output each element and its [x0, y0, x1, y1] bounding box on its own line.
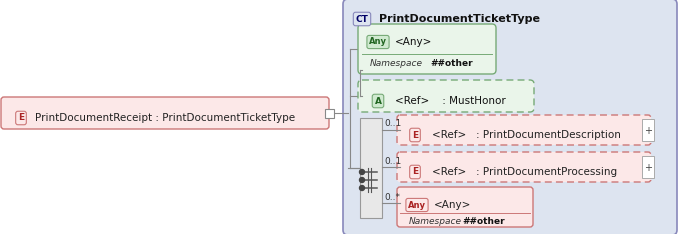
Text: CT: CT — [355, 15, 368, 23]
Text: <Ref>   : PrintDocumentDescription: <Ref> : PrintDocumentDescription — [432, 130, 621, 140]
Text: E: E — [412, 168, 418, 176]
Text: ##other: ##other — [462, 216, 504, 226]
Text: <Ref>    : MustHonor: <Ref> : MustHonor — [395, 96, 506, 106]
Circle shape — [359, 169, 365, 175]
Text: Namespace: Namespace — [370, 58, 423, 67]
Bar — [642, 156, 654, 178]
Circle shape — [359, 186, 365, 190]
Text: PrintDocumentTicketType: PrintDocumentTicketType — [379, 14, 540, 24]
Text: E: E — [412, 131, 418, 139]
Bar — [325, 109, 334, 117]
Text: Any: Any — [408, 201, 426, 209]
FancyBboxPatch shape — [1, 97, 329, 129]
Text: PrintDocumentReceipt : PrintDocumentTicketType: PrintDocumentReceipt : PrintDocumentTick… — [35, 113, 295, 123]
Text: ##other: ##other — [430, 58, 473, 67]
Bar — [360, 118, 382, 218]
Circle shape — [359, 178, 365, 183]
Text: <Any>: <Any> — [434, 200, 471, 210]
Text: E: E — [18, 113, 24, 123]
FancyBboxPatch shape — [343, 0, 677, 234]
Bar — [642, 119, 654, 141]
FancyBboxPatch shape — [358, 80, 534, 112]
Text: +: + — [644, 163, 652, 173]
Text: Any: Any — [369, 37, 387, 47]
Text: Namespace: Namespace — [409, 216, 462, 226]
FancyBboxPatch shape — [397, 152, 651, 182]
Text: <Any>: <Any> — [395, 37, 433, 47]
Text: 0..1: 0..1 — [384, 120, 401, 128]
FancyBboxPatch shape — [358, 24, 496, 74]
Text: 0..1: 0..1 — [384, 157, 401, 165]
FancyBboxPatch shape — [397, 115, 651, 145]
FancyBboxPatch shape — [397, 187, 533, 227]
Text: 0..*: 0..* — [384, 193, 400, 201]
Text: A: A — [374, 96, 382, 106]
Text: +: + — [644, 126, 652, 136]
Text: <Ref>   : PrintDocumentProcessing: <Ref> : PrintDocumentProcessing — [432, 167, 617, 177]
